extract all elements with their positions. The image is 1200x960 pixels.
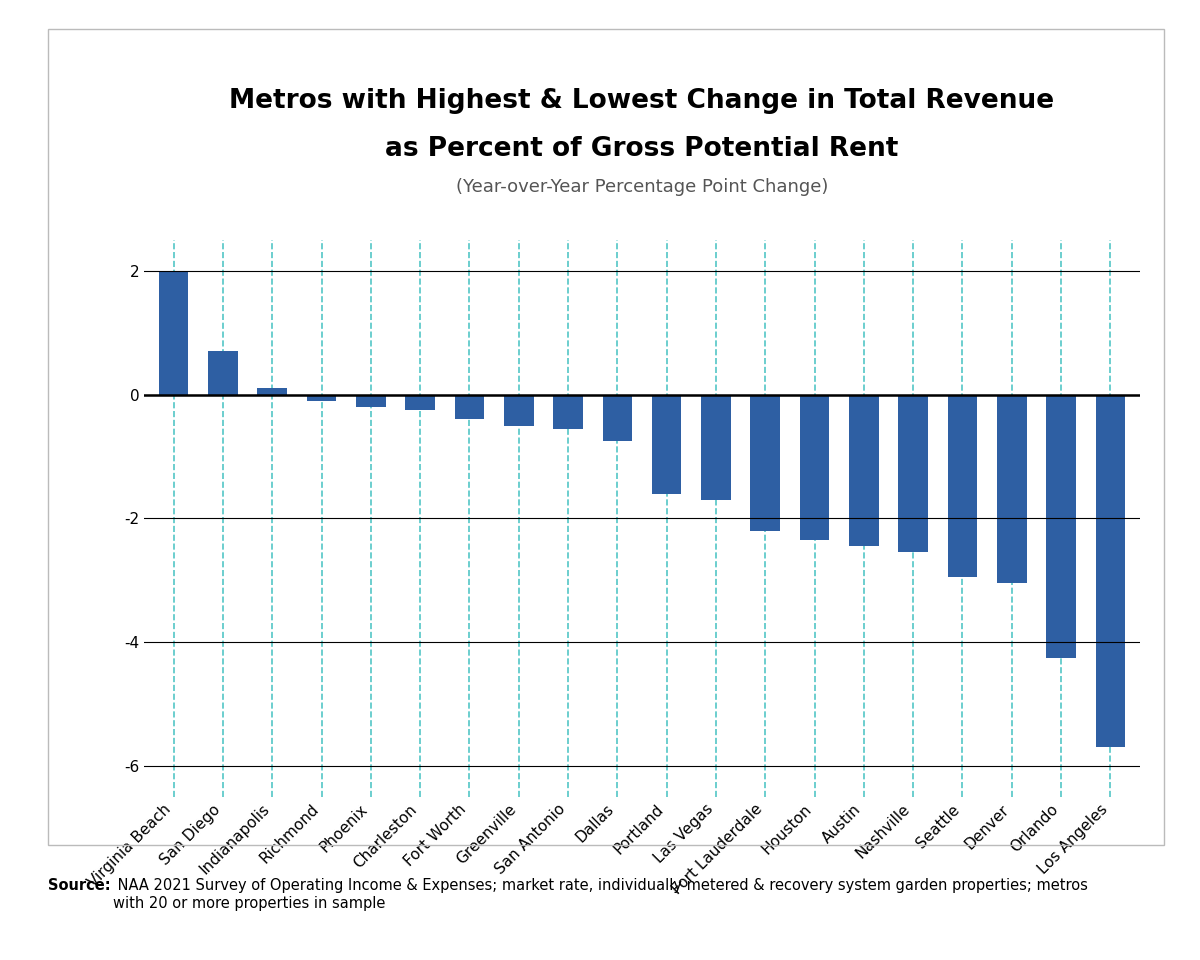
Bar xyxy=(652,395,682,493)
Bar xyxy=(1046,395,1076,658)
Text: Source:: Source: xyxy=(48,878,110,894)
Bar xyxy=(997,395,1026,584)
Bar xyxy=(850,395,878,546)
Bar xyxy=(258,389,287,395)
Bar xyxy=(899,395,928,552)
Text: Metros with Highest & Lowest Change in Total Revenue: Metros with Highest & Lowest Change in T… xyxy=(229,87,1055,114)
Bar xyxy=(701,395,731,500)
Bar xyxy=(455,395,485,420)
Bar xyxy=(208,351,238,395)
Bar xyxy=(750,395,780,531)
Bar xyxy=(504,395,534,425)
Bar xyxy=(602,395,632,441)
Bar xyxy=(307,395,336,401)
Text: (Year-over-Year Percentage Point Change): (Year-over-Year Percentage Point Change) xyxy=(456,179,828,196)
Bar xyxy=(799,395,829,540)
Bar xyxy=(1096,395,1126,747)
Bar xyxy=(158,271,188,395)
Bar xyxy=(406,395,434,410)
Bar xyxy=(553,395,583,429)
Text: NAA 2021 Survey of Operating Income & Expenses; market rate, individually metere: NAA 2021 Survey of Operating Income & Ex… xyxy=(113,878,1087,911)
Text: as Percent of Gross Potential Rent: as Percent of Gross Potential Rent xyxy=(385,135,899,162)
Bar xyxy=(948,395,977,577)
Bar xyxy=(356,395,385,407)
